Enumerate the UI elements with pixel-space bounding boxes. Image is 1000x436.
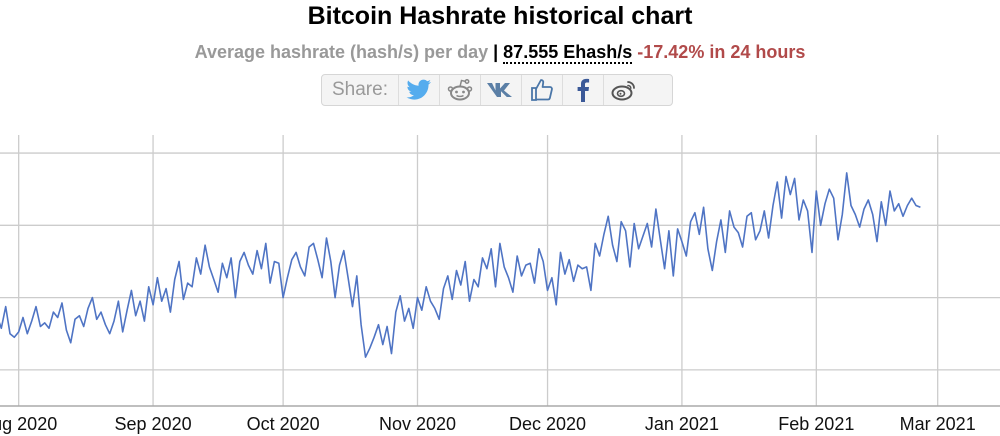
share-reddit-button[interactable] [438, 75, 480, 105]
share-label: Share: [332, 79, 388, 100]
subtitle-separator: | [493, 42, 499, 62]
share-like-button[interactable] [520, 75, 562, 105]
x-axis-tick-labels: Aug 2020 Sep 2020 Oct 2020 Nov 2020 Dec 2020… [0, 414, 976, 434]
horizontal-gridlines [0, 152, 1000, 371]
x-tick-label: Feb 2021 [778, 414, 854, 434]
chart-subtitle: Average hashrate (hash/s) per day | 87.5… [0, 42, 1000, 64]
page-title: Bitcoin Hashrate historical chart [307, 2, 693, 30]
share-twitter-button[interactable] [397, 75, 439, 105]
vertical-gridlines [18, 135, 939, 406]
x-tick-label: Oct 2020 [247, 414, 320, 434]
share-facebook-button[interactable] [561, 75, 603, 105]
share-bar: Share: [321, 74, 673, 106]
x-tick-label: Dec 2020 [509, 414, 586, 434]
share-weibo-button[interactable] [602, 75, 644, 105]
subtitle-prefix: Average hashrate (hash/s) per day [194, 42, 489, 62]
x-tick-label: Mar 2021 [900, 414, 976, 434]
current-hashrate-value[interactable]: 87.555 Ehash/s [503, 42, 633, 64]
x-tick-label: Sep 2020 [115, 414, 192, 434]
hashrate-line-chart: Aug 2020 Sep 2020 Oct 2020 Nov 2020 Dec 2020… [0, 135, 1000, 434]
x-tick-label: Aug 2020 [0, 414, 57, 434]
thumbs-up-icon [531, 79, 553, 101]
vk-icon [486, 83, 512, 97]
reddit-alien-icon [447, 79, 473, 101]
hashrate-change-24h: -17.42% in 24 hours [637, 42, 806, 62]
x-tick-label: Jan 2021 [645, 414, 719, 434]
twitter-bird-icon [406, 79, 431, 100]
x-tick-label: Nov 2020 [379, 414, 456, 434]
share-vk-button[interactable] [479, 75, 521, 105]
hashrate-series-line [0, 172, 921, 358]
facebook-f-icon [577, 78, 590, 102]
weibo-icon [611, 81, 635, 101]
